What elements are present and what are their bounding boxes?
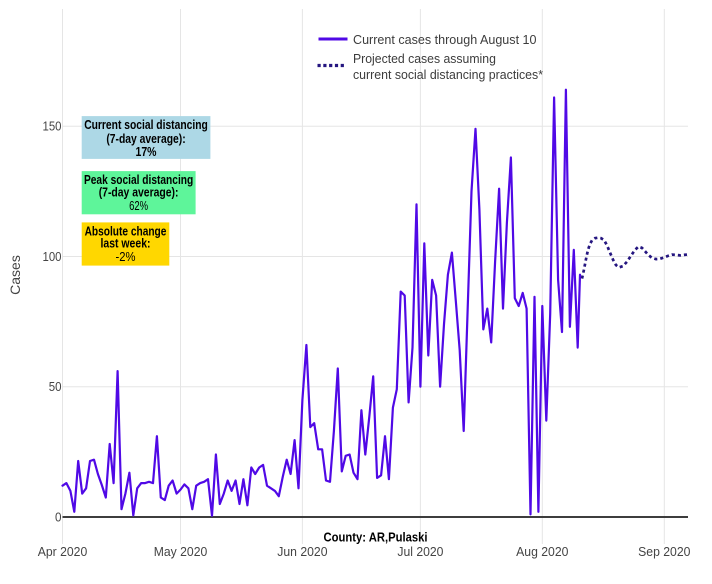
svg-text:Peak social distancing: Peak social distancing bbox=[84, 173, 193, 187]
svg-text:Jun 2020: Jun 2020 bbox=[277, 545, 327, 559]
svg-text:County: AR,Pulaski: County: AR,Pulaski bbox=[324, 531, 428, 545]
svg-text:Jul 2020: Jul 2020 bbox=[397, 545, 443, 559]
svg-text:17%: 17% bbox=[136, 145, 157, 159]
svg-text:(7-day average):: (7-day average): bbox=[106, 132, 185, 146]
svg-text:Aug 2020: Aug 2020 bbox=[516, 545, 568, 559]
svg-text:Absolute change: Absolute change bbox=[85, 225, 167, 239]
svg-text:Projected cases assuming: Projected cases assuming bbox=[353, 51, 496, 66]
svg-text:current social distancing prac: current social distancing practices* bbox=[353, 67, 543, 82]
svg-text:Current cases through August 1: Current cases through August 10 bbox=[353, 32, 537, 47]
svg-text:62%: 62% bbox=[129, 199, 148, 213]
svg-text:Apr 2020: Apr 2020 bbox=[38, 545, 88, 559]
svg-text:100: 100 bbox=[43, 250, 62, 264]
svg-text:150: 150 bbox=[43, 120, 62, 134]
svg-text:(7-day average):: (7-day average): bbox=[99, 186, 179, 200]
svg-text:Sep 2020: Sep 2020 bbox=[638, 545, 690, 559]
svg-text:Cases: Cases bbox=[7, 255, 23, 295]
svg-text:0: 0 bbox=[55, 510, 62, 524]
svg-text:last week:: last week: bbox=[101, 237, 151, 251]
svg-text:-2%: -2% bbox=[116, 250, 136, 264]
svg-text:Current social distancing: Current social distancing bbox=[84, 118, 208, 132]
svg-text:May 2020: May 2020 bbox=[154, 545, 208, 559]
svg-text:50: 50 bbox=[49, 380, 62, 394]
